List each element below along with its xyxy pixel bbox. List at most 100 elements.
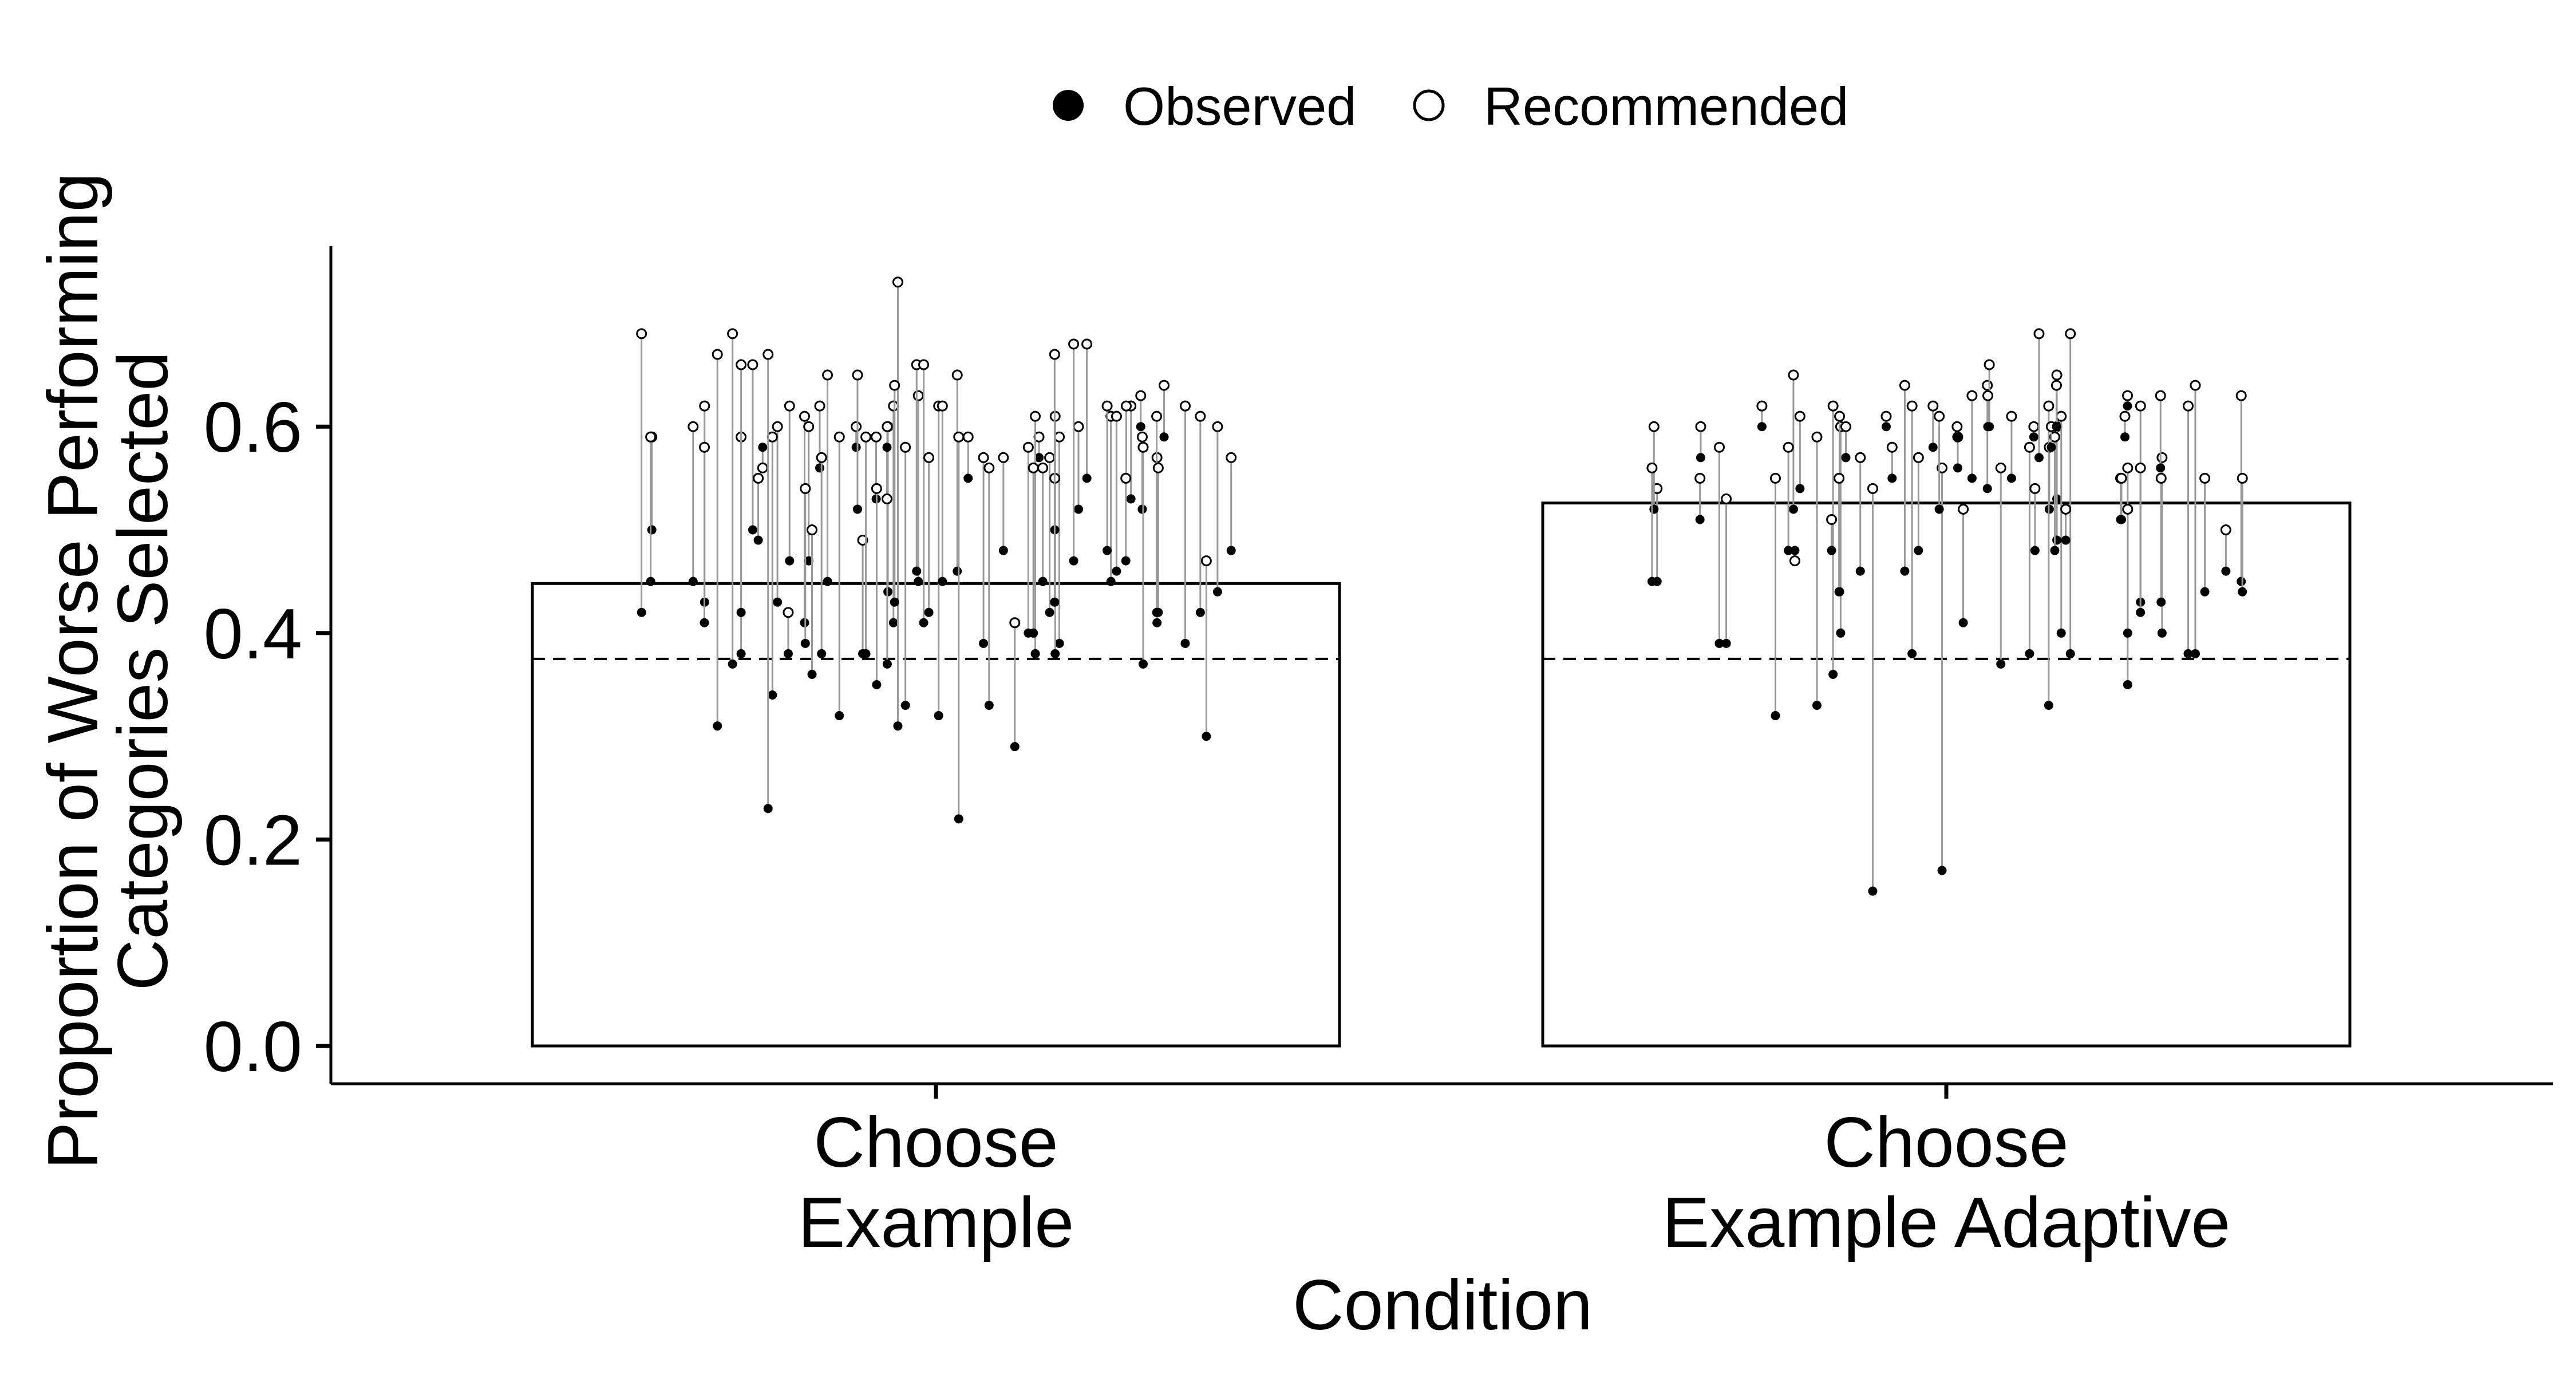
recommended-point (1195, 410, 1206, 422)
legend: Observed Recommended (1053, 76, 1848, 136)
observed-point (1881, 422, 1891, 432)
observed-point (1695, 515, 1705, 524)
observed-point (2056, 628, 2066, 638)
observed-point (688, 577, 698, 586)
observed-point (1958, 618, 1968, 627)
observed-point (1073, 504, 1083, 514)
observed-point (1834, 587, 1844, 597)
observed-point (1103, 546, 1112, 555)
recommended-point (736, 359, 747, 370)
recommended-point (1827, 400, 1839, 412)
recommended-point (2199, 472, 2211, 484)
recommended-point (1867, 483, 1878, 494)
recommended-point (1158, 380, 1170, 391)
recommended-point (1073, 421, 1084, 432)
observed-point (1010, 742, 1020, 752)
observed-point (2025, 649, 2034, 658)
recommended-point (2235, 390, 2247, 401)
recommended-point (636, 328, 647, 339)
observed-point (1050, 649, 1060, 658)
observed-point (893, 721, 903, 731)
recommended-point (2029, 483, 2041, 494)
observed-point (807, 669, 817, 679)
legend-recommended-label: Recommended (1484, 76, 1848, 136)
recommended-point (1713, 441, 1725, 453)
observed-point (2034, 453, 2044, 463)
recommended-point (2033, 328, 2045, 339)
observed-point (2238, 587, 2247, 597)
recommended-point (1934, 410, 1945, 422)
observed-point (924, 607, 934, 617)
recommended-point (2220, 524, 2231, 535)
recommended-point (2006, 410, 2017, 422)
recommended-point (2122, 503, 2134, 515)
observed-point (785, 556, 795, 566)
recommended-point (1120, 472, 1132, 484)
observed-point (758, 443, 768, 452)
recommended-point (998, 452, 1009, 463)
observed-point (2156, 463, 2166, 473)
observed-point (1900, 566, 1910, 576)
observed-point (1784, 546, 1793, 555)
observed-point (1953, 463, 1962, 473)
recommended-point (1811, 431, 1823, 443)
recommended-point (1789, 555, 1800, 567)
recommended-point (2122, 462, 2134, 473)
observed-point (804, 556, 813, 566)
observed-point (938, 577, 947, 586)
observed-point (963, 473, 973, 483)
recommended-point (1756, 400, 1768, 412)
observed-point (647, 525, 657, 535)
recommended-point (1646, 462, 1658, 473)
observed-point (1855, 566, 1865, 576)
observed-point (1649, 504, 1659, 514)
observed-point (817, 649, 827, 658)
recommended-point (978, 452, 989, 463)
observed-point (2156, 597, 2166, 607)
recommended-point (1179, 400, 1191, 412)
recommended-point (747, 359, 758, 370)
recommended-point (857, 535, 868, 546)
recommended-point (1982, 390, 1994, 401)
observed-point (2237, 577, 2246, 586)
observed-point (2221, 566, 2231, 576)
recommended-point (851, 421, 862, 432)
recommended-point (882, 421, 893, 432)
observed-point (1159, 432, 1169, 442)
observed-point (984, 701, 994, 710)
legend-recommended-marker (1413, 89, 1445, 121)
recommended-point (2060, 503, 2072, 515)
observed-point (2200, 587, 2210, 597)
recommended-point (2122, 390, 2134, 401)
recommended-point (951, 369, 963, 381)
observed-point (882, 443, 892, 452)
recommended-point (784, 400, 795, 412)
observed-point (2052, 535, 2062, 545)
recommended-point (2237, 472, 2248, 484)
bar-1 (531, 582, 1341, 1048)
recommended-point (1834, 410, 1846, 422)
observed-point (1914, 546, 1923, 555)
recommended-point (2049, 431, 2060, 443)
observed-point (1812, 701, 1822, 710)
observed-point (1226, 546, 1236, 555)
recommended-point (918, 359, 930, 370)
recommended-point (1151, 410, 1163, 422)
observed-point (1029, 628, 1038, 638)
observed-point (768, 690, 777, 700)
observed-point (1054, 638, 1064, 648)
observed-point (1138, 659, 1148, 669)
recommended-point (860, 431, 872, 443)
observed-point (888, 618, 898, 627)
observed-point (700, 618, 709, 627)
x-tick-label-1-line-2: Example (798, 1183, 1074, 1262)
recommended-point (2155, 390, 2166, 401)
observed-point (1907, 649, 1917, 658)
legend-observed-marker (1053, 90, 1084, 121)
observed-point (783, 649, 793, 658)
observed-point (2190, 649, 2200, 658)
recommended-point (1694, 472, 1706, 484)
recommended-point (1982, 380, 1993, 391)
recommended-point (1135, 390, 1147, 401)
recommended-point (1906, 400, 1918, 412)
